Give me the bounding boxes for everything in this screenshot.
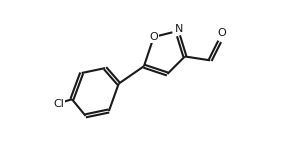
Text: N: N — [175, 24, 183, 34]
Text: O: O — [149, 32, 158, 42]
Text: O: O — [217, 28, 226, 38]
Text: Cl: Cl — [53, 99, 64, 109]
